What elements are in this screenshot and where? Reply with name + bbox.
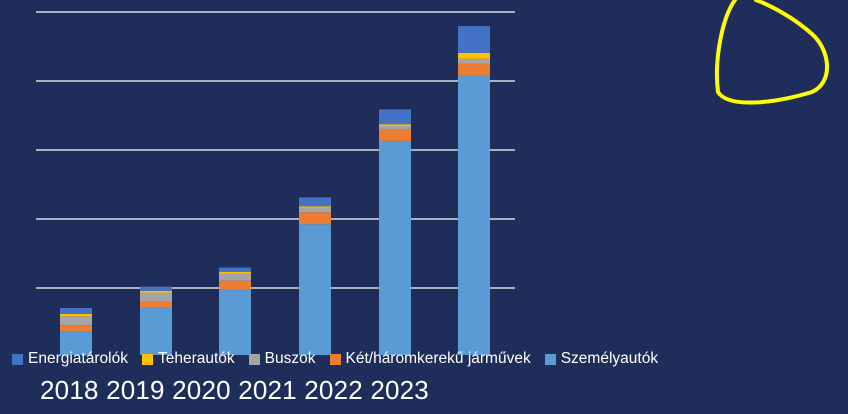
bar-2021-Energiatárolók (299, 197, 331, 207)
legend-swatch (544, 353, 556, 365)
bar-2023-Két/háromkerekű járművek (458, 63, 490, 76)
bar-2021-Két/háromkerekű járművek (299, 212, 331, 225)
gridlines (36, 11, 515, 289)
bar-2020-Két/háromkerekű járművek (219, 280, 251, 290)
legend-label: Két/háromkerekű járművek (345, 350, 531, 367)
legend-item: Energiatárolók (12, 350, 128, 368)
bar-2023-Teherautók (458, 52, 490, 59)
legend-swatch (12, 353, 23, 365)
bar-2021-Személyautók (299, 224, 331, 355)
chart-legend: Energiatárolók Teherautók Buszok Két/háromk… (12, 349, 848, 369)
year-caption: 2018 2019 2020 2021 2022 2023 (40, 375, 429, 405)
bar-2020-Teherautók (219, 271, 251, 274)
legend-label: Energiatárolók (28, 350, 128, 367)
bar-2018-Két/háromkerekű járművek (60, 325, 92, 332)
bar-2023-Személyautók (458, 75, 490, 356)
bar-2021-Teherautók (299, 206, 331, 208)
legend-label: Buszok (264, 350, 316, 367)
legend-label: Teherautók (157, 350, 235, 367)
bar-2020-Személyautók (219, 289, 251, 355)
legend-swatch (329, 353, 341, 365)
bar-2018-Energiatárolók (60, 308, 92, 314)
legend-item: Két/háromkerekű járművek (329, 350, 531, 368)
bar-2019-Két/háromkerekű járművek (140, 301, 172, 308)
bar-2022-Energiatárolók (379, 109, 411, 125)
legend-item: Teherautók (141, 350, 235, 368)
bar-2018-Személyautók (60, 331, 92, 355)
bar-2019-Energiatárolók (140, 286, 172, 291)
bar-2019-Buszok (140, 292, 172, 302)
bar-2022-Személyautók (379, 140, 411, 355)
bar-2020-Energiatárolók (219, 267, 251, 272)
bar-2019-Teherautók (140, 290, 172, 293)
bar-2021-Buszok (299, 207, 331, 213)
bar-2019-Személyautók (140, 307, 172, 355)
legend-label: Személyautók (560, 350, 659, 367)
legend-swatch (141, 353, 153, 365)
bar-2023-Buszok (458, 58, 490, 64)
legend-item: Buszok (248, 350, 316, 368)
bar-2023-Energiatárolók (458, 26, 490, 53)
bar-2018-Buszok (60, 316, 92, 326)
bars (60, 26, 490, 356)
legend-item: Személyautók (544, 350, 659, 368)
legend-swatch (248, 353, 260, 365)
bar-2018-Teherautók (60, 313, 92, 317)
bar-2022-Teherautók (379, 124, 411, 126)
annotation-circle (714, 0, 829, 105)
bar-2022-Buszok (379, 125, 411, 129)
bar-2020-Buszok (219, 273, 251, 281)
bar-2022-Két/háromkerekű járművek (379, 128, 411, 141)
